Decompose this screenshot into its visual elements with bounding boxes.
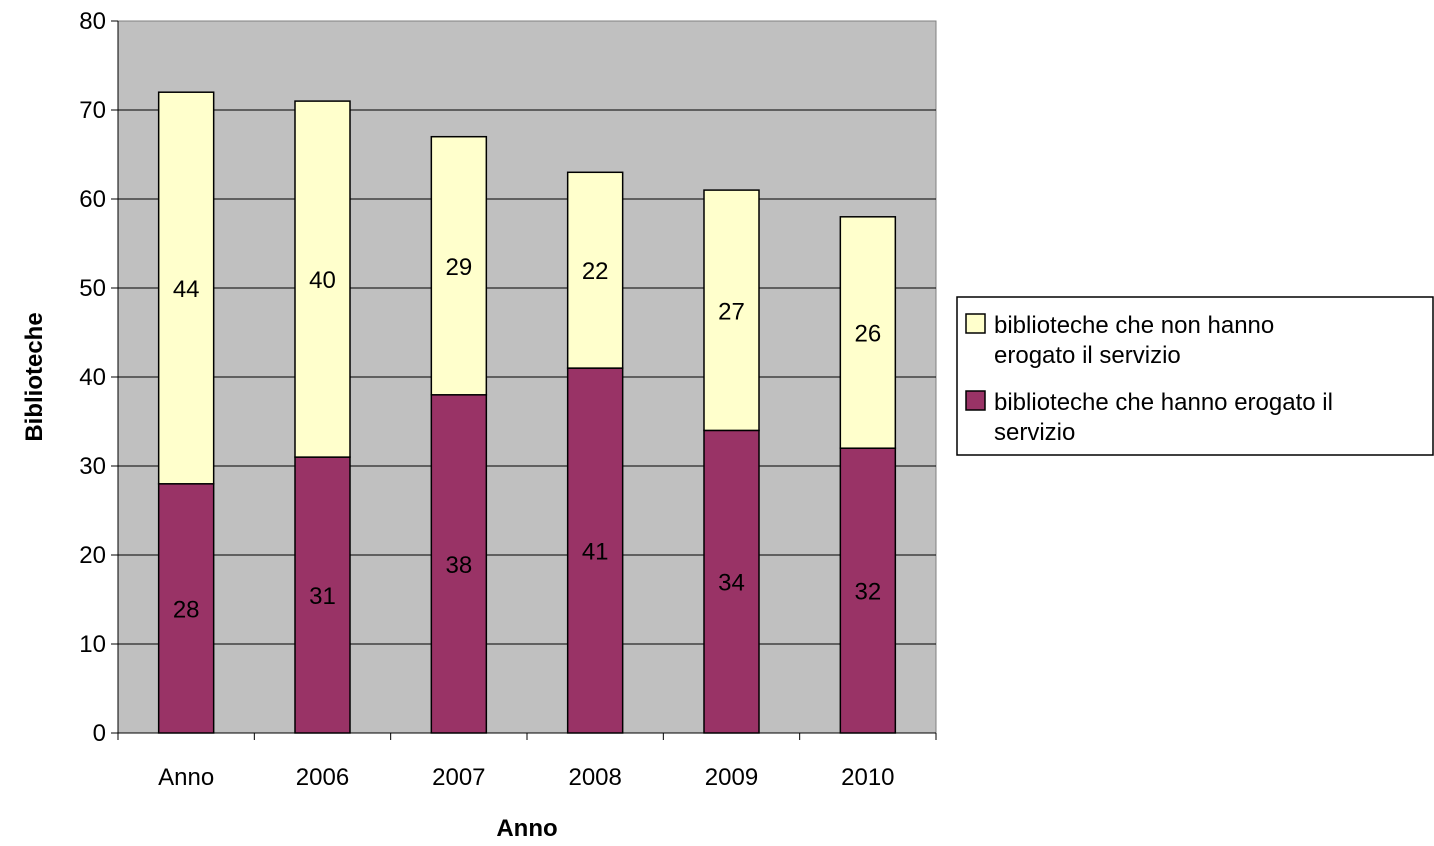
- bar-segment: [294, 100, 351, 458]
- bar-segment: [703, 429, 760, 734]
- bar-segment: [157, 483, 215, 734]
- legend-swatch: [965, 390, 986, 411]
- data-label: 34: [718, 570, 745, 597]
- legend-box: [956, 296, 1434, 456]
- y-tick-label: 20: [79, 542, 106, 569]
- gridlines: [118, 109, 936, 645]
- y-axis-title: Biblioteche: [21, 312, 48, 441]
- legend-label: servizio: [994, 419, 1075, 446]
- bars-group: [157, 91, 897, 734]
- data-label: 41: [582, 539, 609, 566]
- bar-segment: [839, 216, 897, 449]
- bar-segment: [294, 456, 351, 734]
- bar-segment: [703, 189, 760, 432]
- x-tick-label: 2010: [841, 764, 894, 791]
- data-label: 32: [854, 579, 881, 606]
- legend: biblioteche che non hanno erogato il serv…: [956, 296, 1434, 456]
- x-tick-label: 2009: [705, 764, 758, 791]
- bar-segment: [430, 394, 488, 734]
- x-axis-title: Anno: [496, 815, 557, 842]
- data-label: 31: [309, 583, 336, 610]
- data-labels-group: 28 44 31 40 38 29 41 22 34 27 32 26: [173, 254, 881, 624]
- data-label: 26: [854, 321, 881, 348]
- y-tick-label: 30: [79, 453, 106, 480]
- y-tick-label: 70: [79, 97, 106, 124]
- legend-swatch: [965, 313, 986, 334]
- legend-label: biblioteche che non hanno: [994, 312, 1274, 339]
- y-tick-label: 50: [79, 275, 106, 302]
- bar-segment: [839, 447, 897, 734]
- bar-segment: [566, 171, 624, 369]
- y-tick-label: 80: [79, 8, 106, 35]
- bar-segment: [157, 91, 215, 485]
- legend-label: erogato il servizio: [994, 342, 1181, 369]
- y-tick-label: 0: [93, 720, 106, 747]
- y-tick-label: 10: [79, 631, 106, 658]
- data-label: 27: [718, 298, 745, 325]
- y-tick-label: 60: [79, 186, 106, 213]
- x-tick-label: 2007: [432, 764, 485, 791]
- data-label: 38: [445, 552, 472, 579]
- data-label: 44: [173, 276, 200, 303]
- y-tick-label: 40: [79, 364, 106, 391]
- data-label: 40: [309, 267, 336, 294]
- legend-label: biblioteche che hanno erogato il: [994, 389, 1333, 416]
- bar-segment: [566, 367, 624, 734]
- x-tick-label: Anno: [158, 764, 214, 791]
- data-label: 22: [582, 258, 609, 285]
- data-label: 28: [173, 596, 200, 623]
- x-tick-label: 2006: [296, 764, 349, 791]
- data-label: 29: [445, 254, 472, 281]
- bar-segment: [430, 135, 488, 396]
- axes-group: 0 10 20 30 40 50 60 70 80 Anno 2006 2007 2008 2009 201…: [79, 8, 937, 791]
- x-tick-label: 2008: [568, 764, 621, 791]
